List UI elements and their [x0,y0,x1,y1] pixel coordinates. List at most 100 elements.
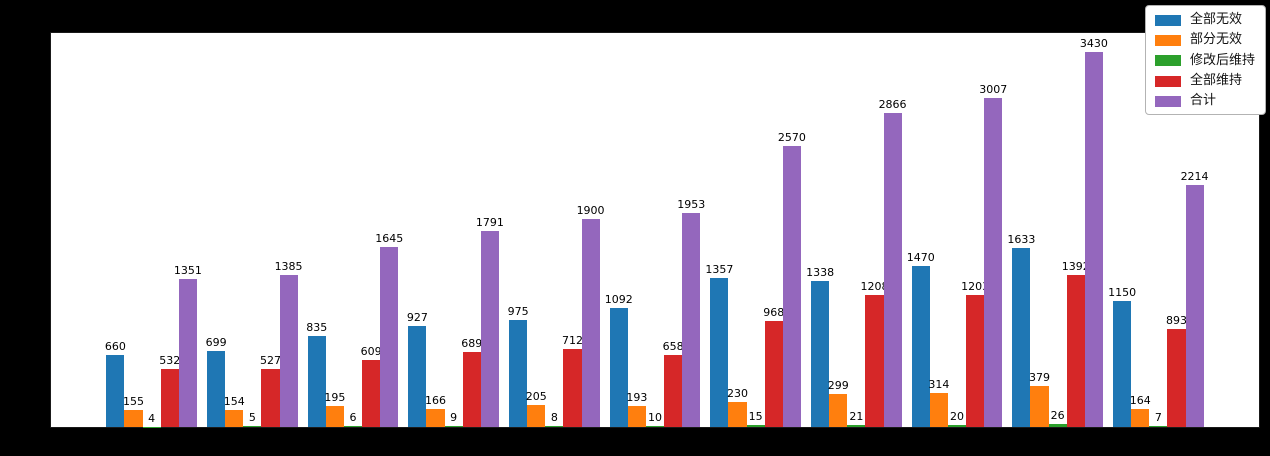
bar-value-label: 1900 [576,204,605,218]
bar-value-label: 1645 [375,231,404,245]
bar-value-label: 893 [1165,314,1187,328]
bar-value-label: 1338 [806,265,835,279]
bar [865,294,884,427]
legend-label: 全部维持 [1189,72,1242,88]
legend-swatch [1154,75,1181,87]
bar-value-label: 3007 [979,82,1008,96]
legend-label: 合计 [1189,93,1216,109]
bar [1066,274,1085,427]
legend-swatch [1154,14,1181,26]
bar-value-label: 26 [1050,409,1065,423]
legend-item: 修改后维持 [1154,52,1255,68]
bar [178,279,197,427]
bar [1030,385,1049,427]
legend-swatch [1154,95,1181,107]
legend-item: 合计 [1154,93,1255,109]
bar [160,368,179,427]
bar-value-label: 15 [748,410,763,424]
bar-value-label: 1470 [906,251,935,265]
legend-label: 全部无效 [1189,12,1242,27]
bar-value-label: 299 [827,379,849,393]
bar [847,424,866,427]
bar [966,295,985,427]
bar-value-label: 927 [406,310,428,324]
bar-value-label: 699 [205,335,227,349]
bar [883,113,902,427]
bar [609,307,628,427]
bar-value-label: 1357 [705,263,734,277]
bar-value-label: 2214 [1180,169,1209,183]
bar [581,219,600,427]
legend-label: 修改后维持 [1189,52,1255,68]
bar [682,213,701,427]
bar [710,278,729,427]
bar-value-label: 6 [349,411,357,425]
bar-value-label: 10 [648,410,662,424]
bar-value-label: 155 [123,395,145,409]
bar-value-label: 835 [306,320,328,334]
bar-value-label: 21 [849,409,864,423]
bar [764,321,783,427]
bar [929,392,948,427]
bar [645,425,665,427]
bar [1084,51,1103,427]
bar-value-label: 5 [248,411,256,425]
bar [627,405,646,427]
bar-value-label: 1392 [1061,259,1090,273]
bar [746,425,765,427]
legend-item: 全部维持 [1154,72,1255,88]
bar [664,355,683,427]
legend-item: 全部无效 [1154,12,1255,27]
bar-value-label: 9 [450,411,458,425]
bar [728,401,747,427]
bar-value-label: 1203 [961,280,990,294]
bar-value-label: 4 [148,411,156,425]
bar [426,408,445,427]
bar [444,426,463,427]
bar-value-label: 2866 [878,98,907,112]
bar [243,426,262,427]
bar-value-label: 968 [763,306,785,320]
bar-value-label: 193 [626,390,648,404]
bar [261,369,280,427]
bar [106,354,125,427]
bar [207,350,226,427]
bar [1185,184,1204,427]
bar [1149,426,1168,427]
bar [829,394,848,427]
bar-value-label: 689 [461,336,483,350]
bar [1167,329,1186,427]
bar-value-label: 166 [425,393,447,407]
plot-area: 660 699 835 927 975 1092 1357 1338 1470 1633 1150 1… [50,32,1260,428]
bar [124,410,143,427]
bar-value-label: 712 [561,334,583,348]
legend-swatch [1154,34,1181,46]
bar-value-label: 154 [223,395,245,409]
bar [279,275,298,427]
bar-value-label: 2570 [777,130,806,144]
bar-value-label: 527 [259,354,281,368]
bar [408,325,427,427]
bar-value-label: 7 [1154,411,1162,425]
bar [811,280,830,427]
bar-value-label: 195 [324,390,346,404]
bar-value-label: 532 [159,353,181,367]
bar [325,405,344,427]
legend-label: 部分无效 [1189,32,1242,48]
bar [343,426,363,427]
bar-value-label: 658 [662,340,684,353]
bar-value-label: 1953 [677,198,706,212]
bar-value-label: 205 [525,389,547,403]
bar-value-label: 1150 [1108,286,1137,300]
legend: 全部无效部分无效修改后维持全部维持合计 [1144,5,1266,116]
bar [307,335,326,427]
bar-value-label: 230 [727,386,749,400]
bar-value-label: 1092 [604,292,633,306]
bar-value-label: 975 [507,305,529,319]
bar-value-label: 1791 [475,216,504,229]
bar [782,145,801,427]
legend-swatch [1154,55,1181,67]
bar-value-label: 3430 [1079,36,1108,50]
bar [462,351,481,427]
